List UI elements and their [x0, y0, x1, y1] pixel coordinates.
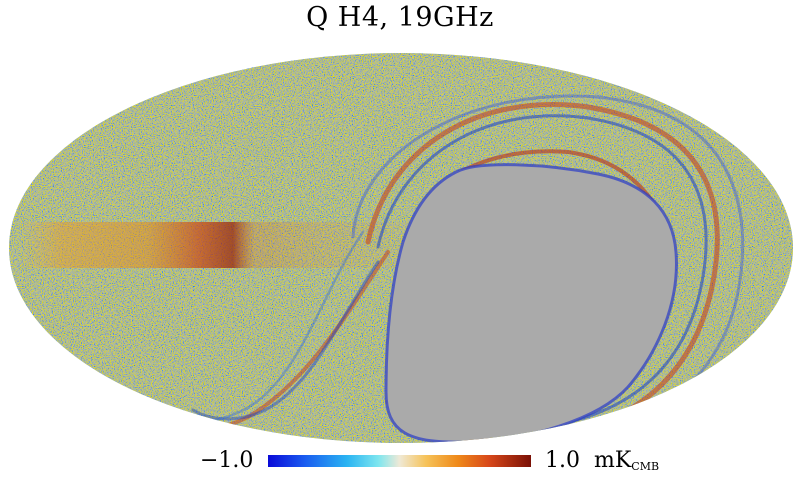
sky-map — [8, 52, 794, 444]
galactic-plane-band — [18, 222, 448, 268]
map-title: Q H4, 19GHz — [306, 2, 494, 33]
mollweide-projection — [9, 53, 793, 443]
colorbar-gradient — [268, 455, 531, 467]
masked-region — [386, 164, 677, 443]
colorbar-max-label: 1.0 mKCMB — [545, 448, 659, 473]
colorbar-unit: mK — [594, 448, 632, 473]
colorbar-unit-subscript: CMB — [631, 460, 660, 473]
colorbar-max-value: 1.0 — [545, 448, 580, 473]
colorbar-min-label: −1.0 — [200, 448, 254, 473]
colorbar: −1.0 1.0 mKCMB — [0, 448, 800, 474]
